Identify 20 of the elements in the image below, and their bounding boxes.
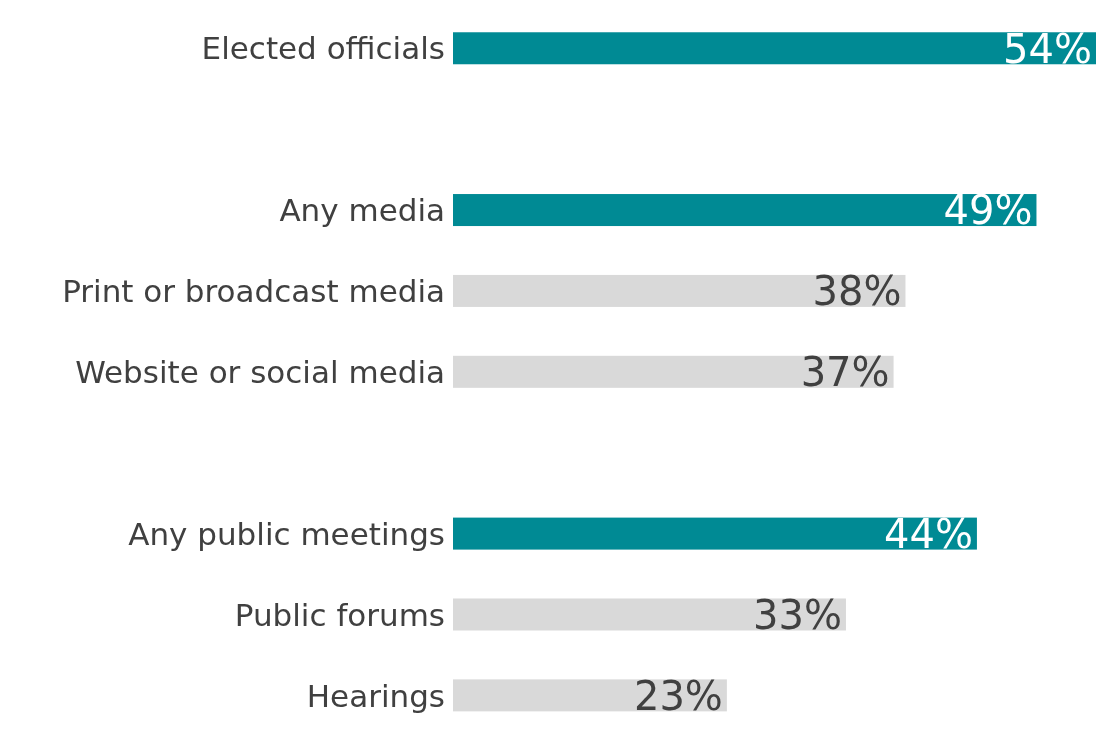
bar: [453, 274, 906, 307]
data-label: 37%: [800, 349, 890, 396]
bar: [453, 598, 846, 631]
data-label: 38%: [812, 268, 902, 315]
bar: [453, 194, 1037, 227]
data-label: 33%: [753, 591, 842, 638]
bar: [453, 517, 977, 550]
y-tick-label: Any public meetings: [128, 515, 445, 552]
data-label: 54%: [1003, 25, 1092, 72]
y-tick-label: Print or broadcast media: [62, 273, 445, 310]
y-tick-label: Any media: [279, 192, 445, 229]
bar: [453, 32, 1096, 65]
y-tick-label: Hearings: [306, 677, 445, 714]
y-tick-label: Public forums: [234, 596, 445, 633]
data-label: 49%: [943, 187, 1033, 234]
bar: [453, 355, 894, 388]
y-tick-label: Website or social media: [75, 354, 445, 391]
data-label: 23%: [633, 672, 723, 719]
data-label: 44%: [884, 511, 973, 557]
y-tick-label: Elected officials: [201, 30, 445, 67]
